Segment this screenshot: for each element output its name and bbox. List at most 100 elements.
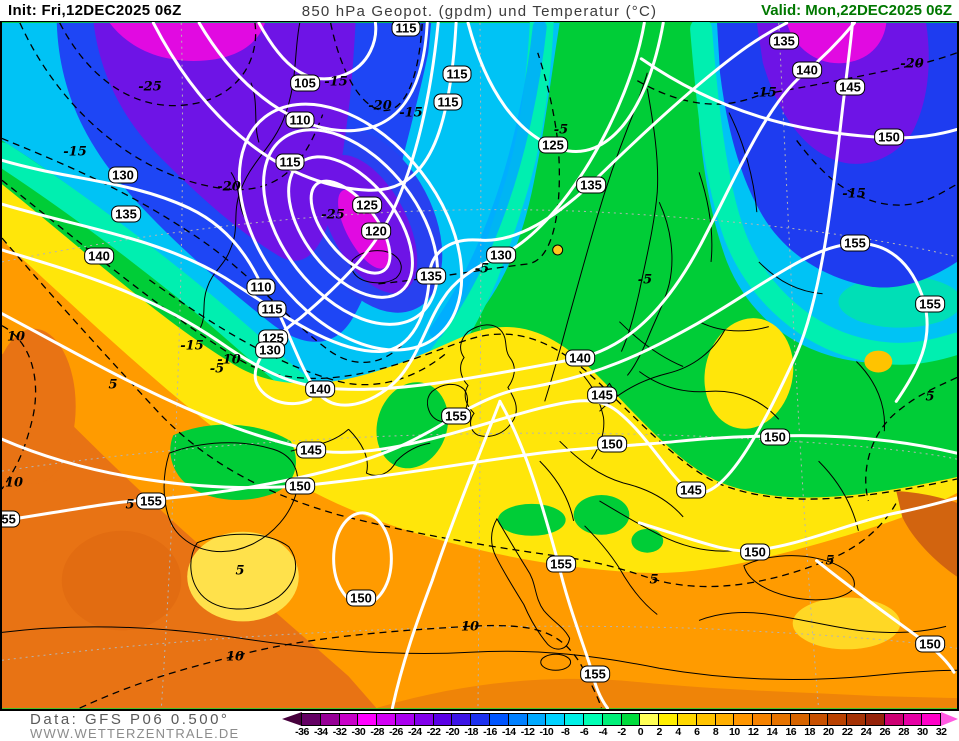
- colorbar-swatch: [714, 713, 735, 726]
- colorbar-tick: -30: [351, 726, 366, 738]
- colorbar-tick: -10: [539, 726, 554, 738]
- colorbar-swatch: [488, 713, 509, 726]
- colorbar-swatch: [733, 713, 754, 726]
- temperature-contour-label: 5: [825, 553, 835, 569]
- temperature-contour-label: -5: [637, 272, 653, 288]
- colorbar-swatches: [301, 713, 942, 726]
- colorbar-swatch: [432, 713, 453, 726]
- map-area: 105 110 115 130 135 115 115 115 125 135 125 120 135 1…: [0, 21, 959, 711]
- temperature-contour-label: -20: [217, 179, 241, 195]
- geopotential-contour-label: 155: [546, 555, 576, 573]
- graticule: [2, 22, 957, 709]
- geopotential-contour-label: 150: [285, 477, 315, 495]
- colorbar-swatch: [846, 713, 866, 726]
- geopotential-contour-label: 115: [391, 22, 421, 37]
- temperature-contour-label: 10: [460, 619, 480, 635]
- geopotential-contour-label: 120: [361, 222, 391, 240]
- colorbar-swatch: [864, 713, 885, 726]
- geopotential-contour-label: 145: [296, 441, 326, 459]
- colorbar-left-arrow: [282, 712, 302, 726]
- colorbar-swatch: [902, 713, 923, 726]
- colorbar-tick: 0: [637, 726, 644, 738]
- colorbar-swatch: [921, 713, 942, 726]
- site-credit-label: WWW.WETTERZENTRALE.DE: [30, 726, 240, 741]
- colorbar-tick: -14: [501, 726, 516, 738]
- colorbar-swatch: [752, 713, 772, 726]
- colorbar-tick: 4: [675, 726, 681, 738]
- geopotential-contour-label: 135: [576, 176, 606, 194]
- geopotential-contour-label: 130: [486, 246, 516, 264]
- geopotential-contour-label: 155: [915, 295, 945, 313]
- valid-time-label: Valid: Mon,22DEC2025 06Z: [761, 2, 952, 19]
- colorbar-tick: 18: [804, 726, 815, 738]
- temperature-contour-label: 10: [4, 475, 24, 491]
- colorbar-tick: 10: [729, 726, 740, 738]
- geopotential-contour-label: 150: [597, 435, 627, 453]
- colorbar-tick: -8: [561, 726, 570, 738]
- geopotential-contour-label: 105: [290, 74, 320, 92]
- temperature-contour-label: -25: [321, 207, 345, 223]
- colorbar-swatch: [338, 713, 359, 726]
- colorbar-swatch: [676, 713, 697, 726]
- temperature-contour-label: 5: [925, 389, 935, 405]
- colorbar-tick: 6: [694, 726, 700, 738]
- colorbar-tick: 30: [917, 726, 928, 738]
- temperature-contour-label: -5: [209, 361, 225, 377]
- colorbar-swatch: [564, 713, 584, 726]
- temperature-contour-label: 10: [225, 649, 245, 665]
- geopotential-contour-label: 135: [111, 205, 141, 223]
- geopotential-contour-label: 155: [840, 234, 870, 252]
- geopotential-contour-label: 140: [565, 349, 595, 367]
- page-title: 850 hPa Geopot. (gpdm) und Temperatur (°…: [301, 3, 658, 20]
- colorbar-swatch: [357, 713, 378, 726]
- colorbar-tick: 32: [935, 726, 947, 738]
- temperature-contour-label: -25: [138, 79, 162, 95]
- colorbar-tick: -6: [579, 726, 589, 738]
- geopotential-contour-label: 155: [136, 492, 166, 510]
- colorbar-tick: -28: [370, 726, 385, 738]
- geopotential-contour-label: 155: [441, 407, 471, 425]
- colorbar-tick: 20: [823, 726, 834, 738]
- geopotential-contour-label: 115: [442, 65, 472, 83]
- colorbar-tick: -36: [295, 726, 309, 738]
- colorbar-tick: -32: [332, 726, 347, 738]
- temperature-contour-label: 5: [649, 572, 659, 588]
- temperature-contour-label: -5: [474, 261, 490, 277]
- colorbar-tick: -16: [483, 726, 497, 738]
- temperature-contour-label: -20: [900, 56, 924, 72]
- colorbar-tick: 24: [860, 726, 872, 738]
- geopotential-contour-label: 150: [760, 428, 790, 446]
- colorbar-swatch: [545, 713, 566, 726]
- colorbar-swatch: [319, 713, 340, 726]
- colorbar-swatch: [526, 713, 547, 726]
- temperature-contour-label: -15: [63, 144, 87, 160]
- temperature-contour-label: 5: [125, 497, 135, 513]
- geopotential-contour-label: 135: [769, 32, 799, 50]
- colorbar-tick: -20: [445, 726, 460, 738]
- geopotential-contour-label: 115: [275, 153, 305, 171]
- geopotential-contour-label: 130: [108, 166, 138, 184]
- temperature-contour-label: -15: [180, 338, 204, 354]
- colorbar-swatch: [470, 713, 490, 726]
- init-time-label: Init: Fri,12DEC2025 06Z: [8, 2, 182, 19]
- colorbar-tick: -34: [313, 726, 328, 738]
- temperature-contour-label: 10: [6, 329, 26, 345]
- colorbar-swatch: [451, 713, 472, 726]
- colorbar-swatch: [808, 713, 829, 726]
- colorbar-tick: -24: [407, 726, 422, 738]
- temperature-contour-label: -15: [324, 74, 348, 90]
- contour-label-layer: 105 110 115 130 135 115 115 115 125 135 125 120 135 1…: [2, 22, 957, 709]
- colorbar-tick: 8: [712, 726, 719, 738]
- colorbar-swatch: [789, 713, 810, 726]
- geopotential-contour-label: 150: [346, 589, 376, 607]
- temperature-field: [2, 22, 957, 709]
- colorbar-swatch: [827, 713, 848, 726]
- colorbar-swatch: [639, 713, 660, 726]
- temperature-contour-label: 5: [235, 563, 245, 579]
- colorbar-tick: -12: [520, 726, 535, 738]
- colorbar-tick: 28: [898, 726, 909, 738]
- temperature-contours: [2, 22, 957, 709]
- geopotential-contour-label: 155: [2, 510, 20, 528]
- geopotential-contour-label: 145: [587, 386, 617, 404]
- colorbar-swatch: [301, 713, 321, 726]
